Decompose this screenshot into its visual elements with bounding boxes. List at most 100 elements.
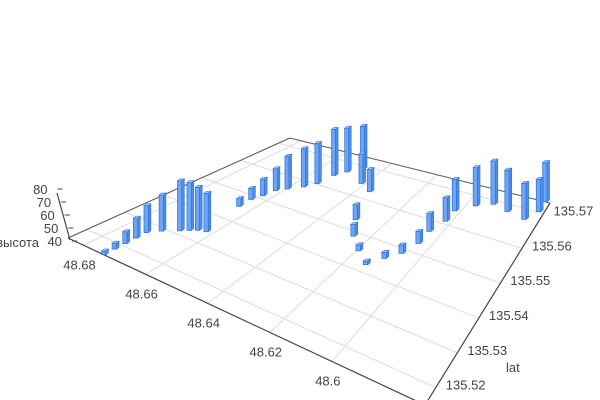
bar xyxy=(442,195,451,222)
bar-top-face xyxy=(132,215,142,219)
bar xyxy=(503,167,513,213)
z-tick-label: 40 xyxy=(47,234,61,249)
bar xyxy=(358,151,367,185)
bar xyxy=(143,203,152,234)
bar xyxy=(203,190,212,233)
bar-top-face xyxy=(503,167,513,171)
bar-front-face xyxy=(122,231,128,245)
bar-side-face xyxy=(335,126,339,177)
bar-front-face xyxy=(451,179,457,212)
y-tick-label: 135.52 xyxy=(446,378,486,393)
bar xyxy=(132,215,142,239)
bar-top-face xyxy=(451,177,460,180)
bar-side-face xyxy=(148,203,152,234)
bar-front-face xyxy=(101,250,107,256)
y-tick-label: 135.54 xyxy=(489,308,529,323)
bar-top-face xyxy=(349,222,359,225)
bar-side-face xyxy=(419,228,424,245)
x-tick-label: 48.64 xyxy=(187,315,220,330)
bar-front-face xyxy=(194,187,201,231)
bar xyxy=(284,153,293,190)
bar-top-face xyxy=(247,186,257,189)
bar-front-face xyxy=(236,198,242,207)
bar-side-face xyxy=(357,202,361,221)
y-axis-title: lat xyxy=(506,360,520,375)
bar-top-face xyxy=(176,178,186,182)
bar-side-face xyxy=(371,166,375,193)
bar xyxy=(366,166,375,193)
bar xyxy=(186,180,195,231)
bar-top-face xyxy=(235,196,245,199)
bar xyxy=(535,176,545,213)
bar-top-face xyxy=(352,202,361,206)
bar-side-face xyxy=(181,178,185,232)
bar-top-face xyxy=(414,229,424,232)
bar xyxy=(380,249,390,260)
bar-front-face xyxy=(398,244,404,254)
bar-side-face xyxy=(447,195,451,222)
x-tick-label: 48.68 xyxy=(63,257,96,272)
bar xyxy=(313,140,323,185)
z-axis-line xyxy=(56,192,71,241)
bar-top-face xyxy=(362,258,372,262)
bar-top-face xyxy=(541,160,551,163)
bar-front-face xyxy=(442,197,448,222)
bar xyxy=(541,159,551,203)
bar-front-face xyxy=(272,168,278,191)
bar-front-face xyxy=(314,143,320,185)
y-axis-line xyxy=(427,202,551,400)
bar-top-face xyxy=(158,192,167,196)
bar xyxy=(235,195,245,208)
bar-top-face xyxy=(343,125,353,129)
bar-side-face xyxy=(190,180,195,231)
bar-front-face xyxy=(355,244,361,252)
bar-front-face xyxy=(111,242,117,250)
bar-front-face xyxy=(133,217,139,239)
bar-top-face xyxy=(194,185,204,188)
bar-side-face xyxy=(362,151,366,185)
bar xyxy=(520,180,530,221)
bar xyxy=(490,158,499,205)
bar-side-face xyxy=(288,153,292,190)
bar xyxy=(176,178,186,232)
bar xyxy=(414,228,424,245)
bar-front-face xyxy=(284,156,290,190)
y-tick-label: 135.53 xyxy=(467,343,507,358)
z-axis-title: высота xyxy=(0,235,40,250)
y-gridline xyxy=(125,211,458,354)
x-tick-label: 48.6 xyxy=(315,373,340,388)
bar xyxy=(259,176,268,197)
bar-top-face xyxy=(425,211,435,214)
bar xyxy=(343,125,353,173)
bar-side-face xyxy=(199,184,203,231)
bar-top-face xyxy=(121,229,131,233)
bar xyxy=(472,164,481,207)
bar-side-face xyxy=(546,159,550,203)
x-tick-label: 48.66 xyxy=(125,286,158,301)
bar-side-face xyxy=(540,176,544,213)
bar-top-face xyxy=(398,242,407,246)
bar-side-face xyxy=(126,229,130,245)
bar-side-face xyxy=(508,167,513,213)
z-tick-label: 50 xyxy=(44,221,58,236)
z-tick-label: 80 xyxy=(33,182,47,197)
x-gridline xyxy=(269,174,438,333)
bar xyxy=(330,126,339,177)
bar-front-face xyxy=(158,194,164,232)
y-tick-label: 135.57 xyxy=(554,203,594,218)
bar-front-face xyxy=(426,213,432,232)
bar-top-face xyxy=(380,250,390,253)
bar xyxy=(194,184,204,231)
bar-top-face xyxy=(366,167,375,170)
bar-front-face xyxy=(186,182,192,231)
bar-front-face xyxy=(366,169,372,193)
bar-front-face xyxy=(300,148,306,188)
bar-front-face xyxy=(504,169,510,212)
bar-side-face xyxy=(430,210,434,232)
y-gridline xyxy=(278,142,544,214)
bar-front-face xyxy=(521,183,527,220)
bar-top-face xyxy=(300,146,309,150)
bar-side-face xyxy=(207,190,212,233)
bar-top-face xyxy=(472,165,481,168)
